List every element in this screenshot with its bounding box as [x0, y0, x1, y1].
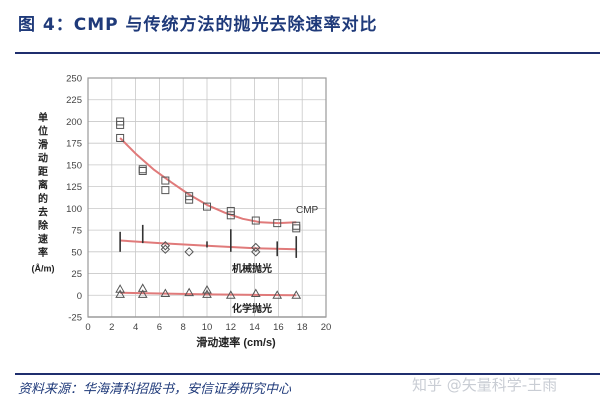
svg-text:除: 除: [38, 219, 49, 232]
svg-text:滑: 滑: [38, 138, 48, 151]
svg-text:单: 单: [38, 111, 48, 124]
svg-text:动: 动: [38, 152, 48, 165]
watermark: 知乎 @矢量科学-王雨: [412, 376, 558, 394]
y-tick-label: 200: [66, 117, 82, 128]
x-axis-label: 滑动速率 (cm/s): [196, 335, 276, 349]
y-tick-label: 100: [66, 204, 82, 215]
svg-text:(Å/m): (Å/m): [32, 264, 55, 274]
label-mechanical: 机械抛光: [232, 262, 272, 275]
svg-text:率: 率: [38, 246, 48, 259]
x-axis-ticks: 0 2 4 6 8 10 12 14 16 18 20: [85, 322, 331, 333]
x-tick-label: 10: [202, 322, 213, 333]
x-tick-label: 6: [157, 322, 162, 333]
x-tick-label: 12: [226, 322, 237, 333]
y-tick-label: 75: [71, 226, 82, 237]
svg-text:速: 速: [38, 233, 48, 246]
y-tick-label: 0: [77, 291, 82, 302]
series-0: [116, 117, 301, 233]
figure-title: 图 4：CMP 与传统方法的抛光去除速率对比: [18, 15, 378, 35]
x-tick-label: 8: [181, 322, 186, 333]
label-cmp: CMP: [296, 205, 319, 216]
y-tick-label: 150: [66, 160, 82, 171]
y-tick-label: 25: [71, 269, 82, 280]
top-divider: [15, 52, 600, 54]
y-tick-label: -25: [68, 313, 82, 324]
series-2: [115, 283, 302, 299]
svg-text:距: 距: [38, 166, 48, 178]
x-tick-label: 14: [249, 322, 260, 333]
x-tick-label: 2: [109, 322, 114, 333]
y-tick-label: 50: [71, 247, 82, 258]
x-tick-label: 18: [297, 322, 308, 333]
y-tick-label: 125: [66, 182, 82, 193]
label-chemical: 化学抛光: [232, 302, 272, 315]
x-tick-label: 20: [321, 322, 332, 333]
svg-text:离: 离: [38, 179, 48, 192]
series-1: [119, 224, 298, 258]
x-tick-label: 0: [85, 322, 90, 333]
plot-frame: [87, 77, 327, 318]
grid-lines: [87, 77, 327, 318]
y-tick-label: 225: [66, 95, 82, 106]
y-tick-label: 175: [66, 139, 82, 150]
y-tick-label: 250: [66, 74, 82, 85]
bottom-divider: [15, 373, 600, 375]
svg-text:去: 去: [38, 206, 48, 219]
x-tick-label: 4: [133, 322, 138, 333]
svg-text:位: 位: [38, 125, 48, 138]
series-layer: [115, 117, 302, 299]
source-note: 资料来源：华海清科招股书，安信证券研究中心: [18, 382, 292, 397]
svg-text:的: 的: [38, 192, 48, 205]
x-tick-label: 16: [273, 322, 284, 333]
